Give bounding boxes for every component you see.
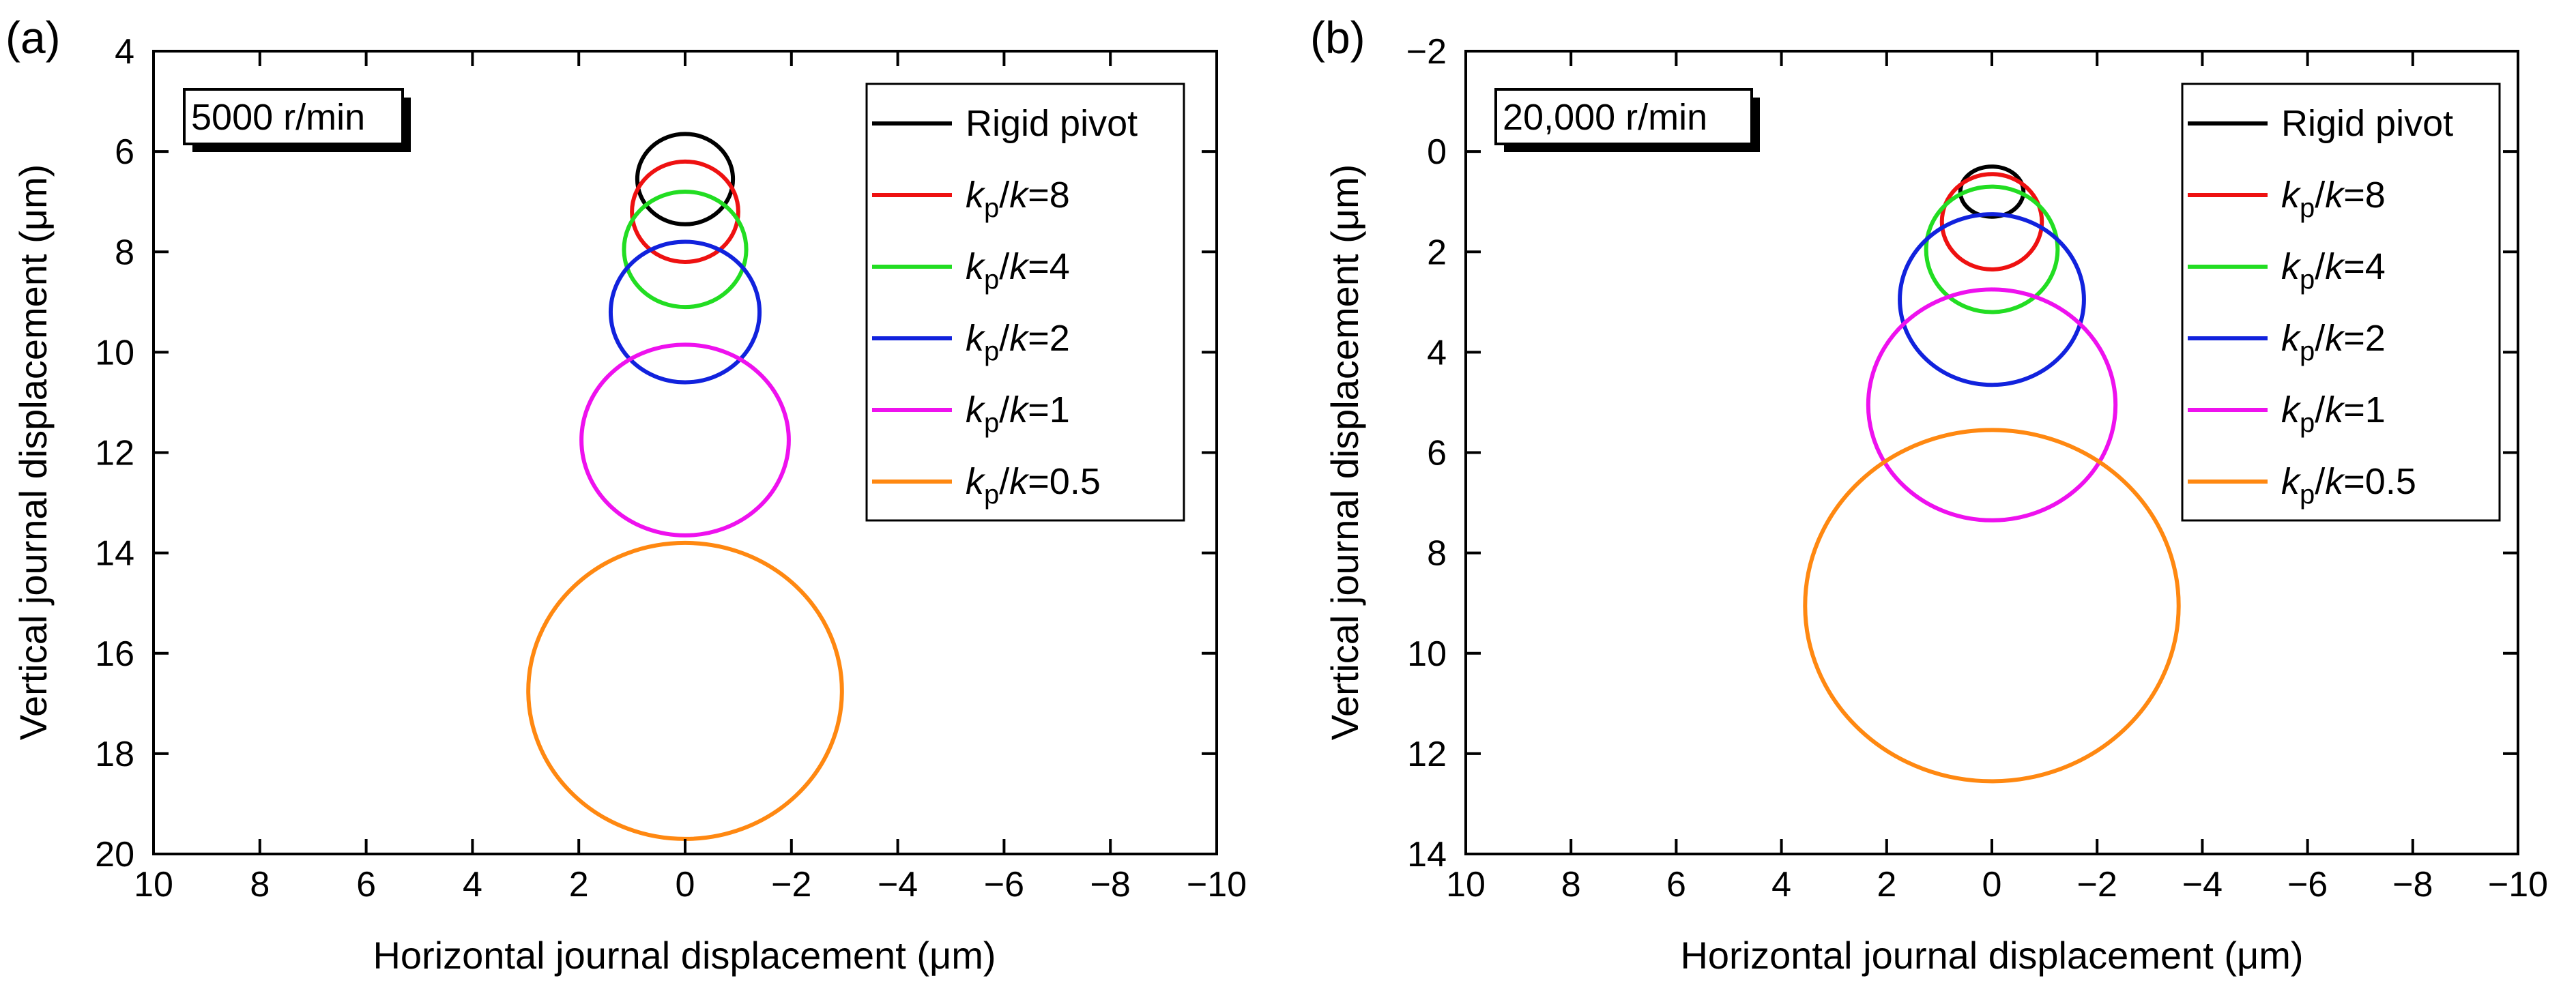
- panel-b-x-tick-label: −8: [2392, 865, 2433, 904]
- panel-b-annotation: 20,000 r/min: [1503, 97, 1707, 138]
- panel-a-x-ticks: 10 8 6 4 2 0 −2 −4 −6 −8 −10: [134, 51, 1247, 904]
- panel-a-orbit-3: [622, 189, 749, 310]
- panel-b-legend-label-3: kp/k=4: [2281, 246, 2386, 295]
- panel-b-orbit-6: [1803, 428, 2181, 784]
- panel-a-y-tick-label: 10: [95, 333, 134, 372]
- panel-b-x-tick-label: 10: [1446, 865, 1486, 904]
- panel-b-orbit-1: [1958, 164, 2026, 219]
- panel-b-label: (b): [1310, 12, 1365, 63]
- panel-b-legend-label-4: kp/k=2: [2281, 318, 2386, 366]
- panel-a-x-tick-label: 4: [463, 865, 482, 904]
- panel-a-legend-label-5: kp/k=1: [966, 389, 1070, 438]
- panel-a-x-axis-label: Horizontal journal displacement (μm): [373, 934, 996, 977]
- panel-a-label: (a): [5, 12, 61, 63]
- panel-b-orbit-3: [1924, 184, 2060, 314]
- panel-b-y-tick-label: 0: [1427, 132, 1447, 172]
- panel-a-y-tick-label: 16: [95, 634, 134, 674]
- panel-a-x-tick-label: −10: [1187, 865, 1247, 904]
- panel-b-y-tick-label: 6: [1427, 434, 1447, 473]
- panel-a-x-tick-label: −8: [1090, 865, 1131, 904]
- panel-a-y-ticks: 4 6 8 10 12 14 16 18 20: [95, 32, 1217, 874]
- panel-a-x-tick-label: 8: [250, 865, 270, 904]
- panel-b-x-tick-label: −4: [2182, 865, 2223, 904]
- panel-b-legend-label-1: Rigid pivot: [2281, 103, 2453, 144]
- panel-a-x-tick-label: 2: [569, 865, 589, 904]
- panel-b-y-axis-label: Vertical journal displacement (μm): [1323, 164, 1366, 741]
- panel-b-y-tick-label: 12: [1407, 735, 1447, 774]
- panel-a-legend-label-4: kp/k=2: [966, 318, 1070, 366]
- panel-b-legend-label-2: kp/k=8: [2281, 175, 2386, 223]
- panel-b-y-tick-label: 2: [1427, 233, 1447, 272]
- panel-a-orbit-1: [635, 132, 736, 226]
- panel-a-y-tick-label: 18: [95, 735, 134, 774]
- panel-b-x-tick-label: 8: [1561, 865, 1581, 904]
- panel-a-y-axis-label: Vertical journal displacement (μm): [12, 164, 55, 741]
- panel-a-legend-label-1: Rigid pivot: [966, 103, 1138, 144]
- panel-a-orbit-4: [608, 239, 762, 385]
- panel-a-y-tick-label: 20: [95, 835, 134, 874]
- panel-b-legend-label-5: kp/k=1: [2281, 389, 2386, 438]
- panel-b-legend-label-6: kp/k=0.5: [2281, 461, 2416, 510]
- panel-a-legend-label-6: kp/k=0.5: [966, 461, 1101, 510]
- panel-a-annotation: 5000 r/min: [191, 97, 365, 138]
- panel-a-y-tick-label: 8: [115, 233, 134, 272]
- panel-a-x-tick-label: −6: [984, 865, 1024, 904]
- panel-a-x-tick-label: −2: [771, 865, 811, 904]
- panel-b-x-tick-label: −2: [2077, 865, 2117, 904]
- panel-b-x-tick-label: 0: [1982, 865, 2002, 904]
- panel-b-curves: [1803, 164, 2181, 784]
- panel-b-x-tick-label: −6: [2287, 865, 2328, 904]
- panel-a-x-tick-label: 0: [676, 865, 695, 904]
- panel-b: (b) 10 8 6 4 2 0 −2 −4 −6 −8 −10 −2 0 2 4 6 8 10 12 14 Hor…: [1310, 12, 2548, 977]
- panel-b-y-tick-label: 10: [1407, 634, 1447, 674]
- panel-b-x-tick-label: −10: [2488, 865, 2548, 904]
- panel-b-annotation-box: 20,000 r/min: [1494, 88, 1760, 152]
- panel-a-legend-label-3: kp/k=4: [966, 246, 1070, 295]
- panel-b-x-tick-label: 2: [1877, 865, 1896, 904]
- panel-a-legend: Rigid pivot kp/k=8 kp/k=4 kp/k=2 kp/k=1 kp/k=…: [865, 83, 1185, 522]
- panel-a-orbit-2: [630, 159, 740, 264]
- panel-a-x-tick-label: 10: [134, 865, 173, 904]
- panel-a-orbit-6: [526, 540, 844, 841]
- panel-b-y-tick-label: 4: [1427, 333, 1447, 372]
- panel-a-legend-label-2: kp/k=8: [966, 175, 1070, 223]
- panel-b-y-tick-label: −2: [1406, 32, 1447, 72]
- panel-a-y-tick-label: 4: [115, 32, 134, 72]
- panel-a-y-tick-label: 14: [95, 534, 134, 574]
- panel-b-x-axis-label: Horizontal journal displacement (μm): [1680, 934, 2303, 977]
- panel-b-x-tick-label: 4: [1771, 865, 1791, 904]
- panel-a-curves: [526, 132, 844, 841]
- panel-b-orbit-4: [1898, 212, 2086, 387]
- panel-a-annotation-box: 5000 r/min: [183, 88, 411, 152]
- panel-a-y-tick-label: 6: [115, 132, 134, 172]
- panel-a-y-tick-label: 12: [95, 434, 134, 473]
- panel-b-legend: Rigid pivot kp/k=8 kp/k=4 kp/k=2 kp/k=1 kp/k=…: [2181, 83, 2501, 522]
- panel-b-x-ticks: 10 8 6 4 2 0 −2 −4 −6 −8 −10: [1446, 51, 2548, 904]
- panel-b-orbit-5: [1866, 287, 2118, 522]
- panel-a-x-tick-label: −4: [878, 865, 918, 904]
- panel-b-y-tick-label: 8: [1427, 534, 1447, 574]
- panel-a-x-tick-label: 6: [356, 865, 376, 904]
- panel-b-orbit-2: [1939, 172, 2044, 271]
- panel-a-orbit-5: [579, 342, 791, 537]
- panel-b-y-tick-label: 14: [1407, 835, 1447, 874]
- panel-b-x-tick-label: 6: [1666, 865, 1686, 904]
- panel-b-y-ticks: −2 0 2 4 6 8 10 12 14: [1406, 32, 2518, 874]
